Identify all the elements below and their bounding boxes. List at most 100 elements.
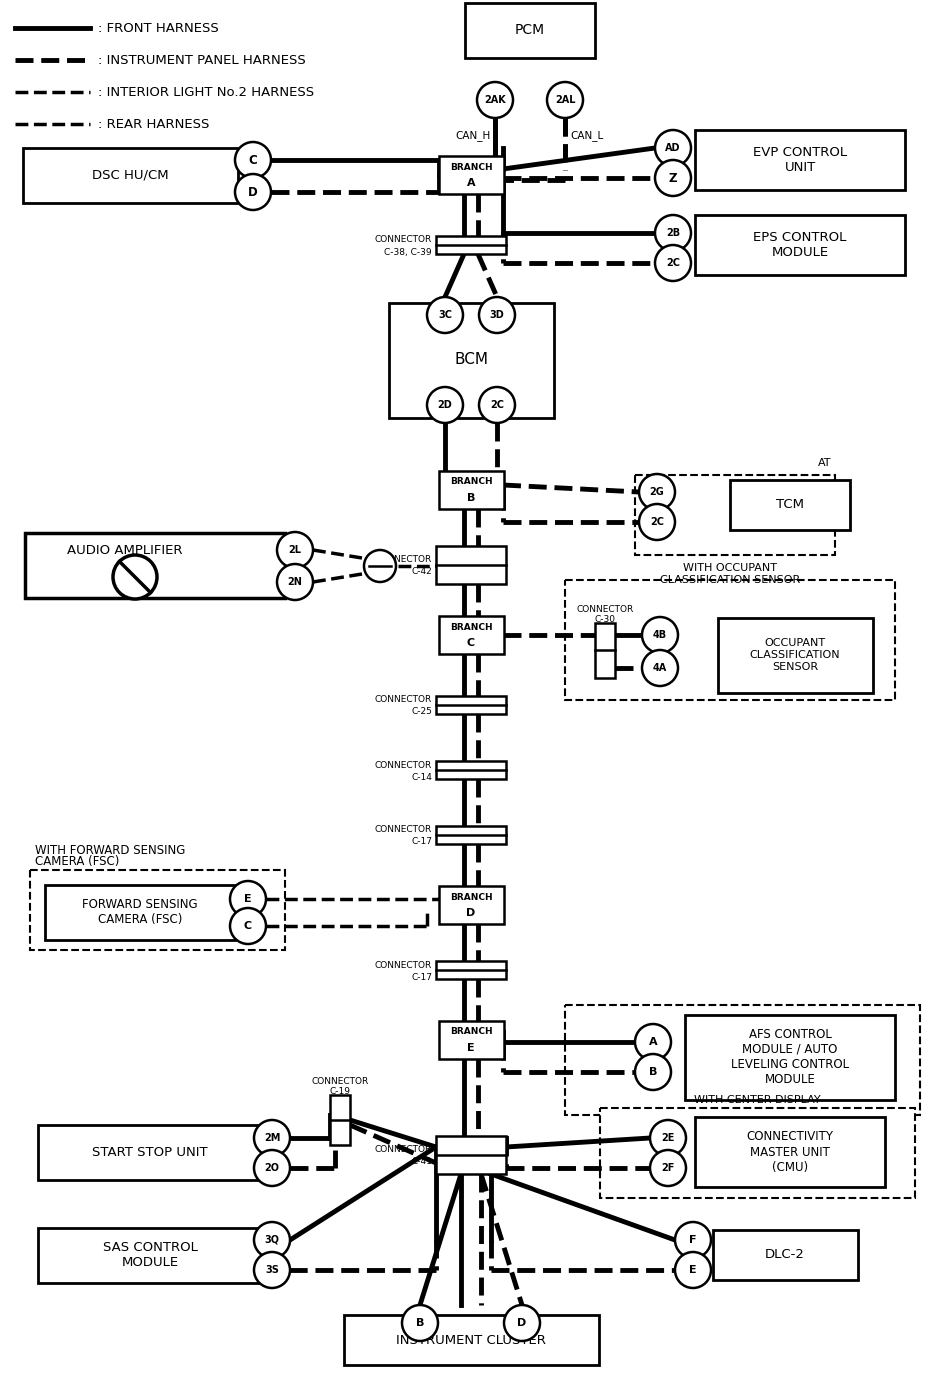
Text: BRANCH: BRANCH — [449, 892, 493, 902]
Circle shape — [635, 1054, 671, 1090]
FancyBboxPatch shape — [635, 475, 835, 555]
Circle shape — [254, 1151, 290, 1186]
Text: WITH FORWARD SENSING: WITH FORWARD SENSING — [35, 843, 186, 857]
Circle shape — [254, 1222, 290, 1258]
Circle shape — [477, 82, 513, 118]
Text: 3D: 3D — [490, 310, 504, 320]
Circle shape — [402, 1304, 438, 1341]
Text: D: D — [248, 185, 258, 199]
Text: C-14: C-14 — [411, 773, 432, 781]
Text: 2O: 2O — [265, 1163, 280, 1173]
FancyBboxPatch shape — [595, 622, 615, 677]
Text: C: C — [249, 154, 257, 166]
Text: CLASSIFICATION SENSOR: CLASSIFICATION SENSOR — [660, 575, 800, 585]
Text: : INSTRUMENT PANEL HARNESS: : INSTRUMENT PANEL HARNESS — [98, 54, 306, 66]
Text: Z: Z — [669, 172, 677, 184]
Text: E: E — [690, 1265, 697, 1276]
Text: CONNECTOR: CONNECTOR — [375, 556, 432, 564]
Text: DLC-2: DLC-2 — [765, 1248, 804, 1262]
Text: CONNECTOR: CONNECTOR — [312, 1076, 368, 1086]
Circle shape — [635, 1024, 671, 1060]
Circle shape — [655, 216, 691, 251]
Text: : REAR HARNESS: : REAR HARNESS — [98, 118, 209, 130]
FancyBboxPatch shape — [388, 302, 554, 417]
Text: C: C — [467, 638, 475, 648]
Circle shape — [479, 387, 515, 423]
Circle shape — [427, 297, 463, 334]
Circle shape — [235, 174, 271, 210]
Text: D: D — [517, 1318, 527, 1328]
Text: 2C: 2C — [666, 258, 680, 268]
Circle shape — [235, 141, 271, 178]
FancyBboxPatch shape — [438, 1022, 504, 1059]
Circle shape — [547, 82, 583, 118]
Text: AUDIO AMPLIFIER: AUDIO AMPLIFIER — [67, 545, 183, 557]
Text: 2AK: 2AK — [484, 95, 506, 104]
FancyBboxPatch shape — [695, 1118, 885, 1188]
Text: 2L: 2L — [288, 545, 301, 555]
Text: INSTRUMENT CLUSTER: INSTRUMENT CLUSTER — [396, 1333, 546, 1347]
Circle shape — [675, 1252, 711, 1288]
Circle shape — [675, 1222, 711, 1258]
FancyBboxPatch shape — [695, 216, 905, 275]
Circle shape — [639, 474, 675, 509]
FancyBboxPatch shape — [718, 618, 872, 692]
FancyBboxPatch shape — [438, 471, 504, 509]
Text: CONNECTOR: CONNECTOR — [375, 961, 432, 969]
FancyBboxPatch shape — [436, 761, 506, 778]
Text: OCCUPANT
CLASSIFICATION
SENSOR: OCCUPANT CLASSIFICATION SENSOR — [750, 638, 840, 671]
Text: C-38, C-39: C-38, C-39 — [384, 247, 432, 257]
Circle shape — [254, 1120, 290, 1156]
Text: C-19: C-19 — [330, 1086, 350, 1096]
Text: BRANCH: BRANCH — [449, 162, 493, 172]
Text: CAN_H: CAN_H — [455, 130, 491, 141]
Text: 2F: 2F — [661, 1163, 674, 1173]
FancyBboxPatch shape — [436, 827, 506, 844]
Text: BRANCH: BRANCH — [449, 478, 493, 486]
Text: 2C: 2C — [650, 518, 664, 527]
Circle shape — [277, 564, 313, 600]
Text: 3Q: 3Q — [265, 1234, 280, 1245]
Text: 2AL: 2AL — [555, 95, 576, 104]
Circle shape — [113, 555, 157, 599]
FancyBboxPatch shape — [436, 1135, 506, 1174]
FancyBboxPatch shape — [436, 546, 506, 584]
Text: 2G: 2G — [650, 487, 664, 497]
Text: CONNECTOR: CONNECTOR — [375, 696, 432, 704]
Circle shape — [642, 649, 678, 686]
Circle shape — [655, 130, 691, 166]
Text: 2N: 2N — [287, 577, 302, 588]
FancyBboxPatch shape — [695, 130, 905, 189]
Text: PCM: PCM — [515, 23, 545, 37]
Text: C-42: C-42 — [412, 567, 432, 577]
Text: CONNECTOR: CONNECTOR — [375, 825, 432, 835]
FancyBboxPatch shape — [436, 696, 506, 714]
Text: WITH CENTER DISPLAY: WITH CENTER DISPLAY — [694, 1096, 820, 1105]
Circle shape — [642, 616, 678, 654]
Text: C-41: C-41 — [411, 1157, 432, 1167]
Text: START STOP UNIT: START STOP UNIT — [92, 1145, 208, 1159]
Text: BCM: BCM — [454, 353, 488, 368]
Circle shape — [650, 1151, 686, 1186]
Text: TCM: TCM — [776, 498, 804, 512]
Circle shape — [504, 1304, 540, 1341]
Text: FORWARD SENSING
CAMERA (FSC): FORWARD SENSING CAMERA (FSC) — [82, 898, 198, 925]
Text: C-17: C-17 — [411, 838, 432, 847]
Text: C-17: C-17 — [411, 972, 432, 982]
Text: DSC HU/CM: DSC HU/CM — [91, 169, 169, 181]
Text: A: A — [649, 1037, 658, 1048]
Circle shape — [639, 504, 675, 540]
Text: 2M: 2M — [264, 1133, 280, 1142]
Text: C: C — [244, 921, 252, 931]
Circle shape — [655, 244, 691, 281]
Text: CONNECTOR: CONNECTOR — [375, 1145, 432, 1155]
Text: CAMERA (FSC): CAMERA (FSC) — [35, 855, 120, 869]
Text: D: D — [466, 908, 476, 919]
Text: BRANCH: BRANCH — [449, 622, 493, 632]
FancyBboxPatch shape — [38, 1124, 263, 1179]
FancyBboxPatch shape — [565, 1005, 920, 1115]
Circle shape — [650, 1120, 686, 1156]
Text: 2B: 2B — [666, 228, 680, 238]
Text: CONNECTOR: CONNECTOR — [375, 761, 432, 769]
Text: E: E — [467, 1043, 475, 1053]
